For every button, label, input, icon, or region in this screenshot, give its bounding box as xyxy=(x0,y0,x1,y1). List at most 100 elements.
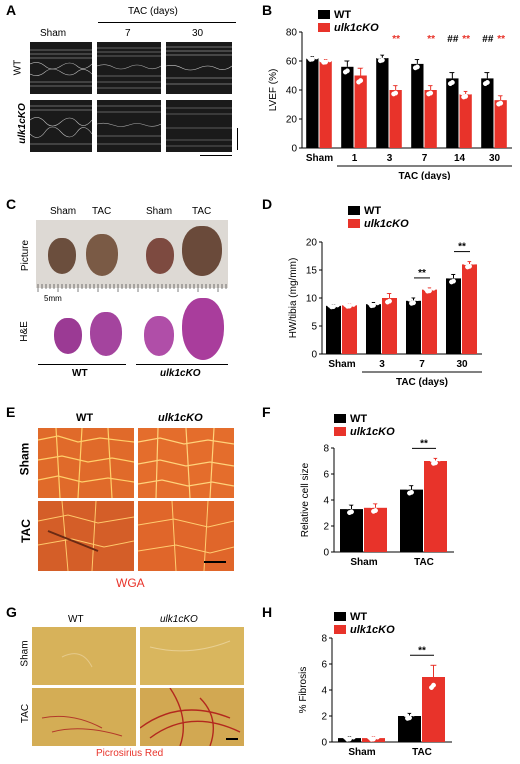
panel-c-col-tac-2: TAC xyxy=(192,206,212,217)
y-axis-label: HW/tibia (mg/mm) xyxy=(288,258,299,339)
bar-ulk1cko xyxy=(364,507,387,552)
data-point xyxy=(427,667,432,673)
data-point xyxy=(403,711,408,717)
echo-wt-tac7 xyxy=(97,42,161,94)
wga-wt-tac xyxy=(38,501,134,571)
wga-ko-sham xyxy=(138,428,234,498)
bar-ulk1cko xyxy=(354,75,367,148)
legend-swatch-wt xyxy=(334,612,346,621)
data-point xyxy=(356,79,362,85)
bar-ulk1cko xyxy=(342,305,357,354)
y-tick-label: 4 xyxy=(323,496,329,507)
data-point xyxy=(413,484,418,489)
y-tick-label: 2 xyxy=(323,522,329,533)
ruler xyxy=(37,284,227,292)
y-tick-label: 2 xyxy=(321,712,327,723)
y-tick-label: 60 xyxy=(286,57,298,68)
panel-g-col-wt: WT xyxy=(68,614,84,625)
panel-a-row-ko: ulk1cKO xyxy=(16,103,28,144)
sig-marker: ** xyxy=(418,268,426,279)
bar-ulk1cko xyxy=(459,94,472,148)
data-point xyxy=(345,504,350,510)
echo-ko-tac30 xyxy=(166,100,232,152)
legend-label-wt: WT xyxy=(350,611,367,623)
panel-letter-d: D xyxy=(262,196,273,212)
x-tick-label: 30 xyxy=(489,153,501,164)
psr-ko-sham xyxy=(140,627,244,685)
psr-wt-sham xyxy=(32,627,136,685)
x-tick-label: Sham xyxy=(306,153,333,164)
psr-ko-tac xyxy=(140,688,244,746)
panel-c-ko-line xyxy=(136,364,228,365)
panel-e-row-tac: TAC xyxy=(18,519,33,543)
y-tick-label: 0 xyxy=(311,350,317,361)
data-point xyxy=(494,95,500,100)
panel-a-col-30: 30 xyxy=(192,28,204,39)
y-tick-label: 40 xyxy=(286,86,298,97)
y-tick-label: 20 xyxy=(306,238,318,249)
data-point xyxy=(465,264,470,270)
panel-g-row-sham: Sham xyxy=(19,640,31,667)
panel-a-col-7: 7 xyxy=(125,28,131,39)
legend-swatch-wt xyxy=(318,10,330,19)
data-point xyxy=(502,94,508,100)
data-point xyxy=(424,84,430,90)
x-tick-label: Sham xyxy=(328,359,355,370)
legend-swatch-ulk1cko xyxy=(348,219,360,228)
x-tick-label: Sham xyxy=(348,747,375,758)
data-point xyxy=(463,260,468,266)
data-point xyxy=(375,734,380,740)
data-point xyxy=(340,60,346,66)
data-point xyxy=(389,84,395,90)
bar-ulk1cko xyxy=(389,90,402,148)
chart-d: 0 5 10 15 20 HW/tibia (mg/mm) Sham 3 7 30 ** ** WTul… xyxy=(288,205,482,388)
data-point xyxy=(410,58,416,64)
panel-e-col-ko: ulk1cKO xyxy=(158,412,203,424)
sig-marker: ** xyxy=(497,34,505,45)
y-axis-label: % Fibrosis xyxy=(298,667,309,714)
bar-ulk1cko xyxy=(424,461,447,552)
bar-wt xyxy=(406,300,421,354)
y-tick-label: 20 xyxy=(286,115,298,126)
data-point xyxy=(383,53,389,59)
heart-wt-sham xyxy=(48,238,76,274)
panel-letter-e: E xyxy=(6,404,16,420)
sig-marker: ## xyxy=(482,34,494,45)
data-point xyxy=(385,299,390,305)
bar-wt xyxy=(446,278,461,354)
panel-g-row-tac: TAC xyxy=(20,703,32,724)
data-point xyxy=(348,59,354,65)
panel-a-tac-line xyxy=(98,22,236,23)
data-point xyxy=(480,72,486,78)
data-point xyxy=(461,94,467,100)
y-tick-label: 0 xyxy=(321,738,327,749)
data-point xyxy=(447,81,453,87)
data-point xyxy=(351,301,356,307)
data-point xyxy=(412,65,418,71)
data-point xyxy=(435,665,440,671)
he-wt-tac xyxy=(90,312,122,356)
panel-c-col-tac-1: TAC xyxy=(92,206,112,217)
data-point xyxy=(397,84,403,89)
data-point xyxy=(429,685,434,690)
echo-ko-sham xyxy=(30,100,92,152)
panel-c-group-ko: ulk1cKO xyxy=(160,368,201,379)
y-tick-label: 6 xyxy=(321,660,327,671)
bar-wt xyxy=(341,66,354,148)
x-tick-label: TAC xyxy=(414,557,434,568)
panel-a-row-wt: WT xyxy=(12,59,24,76)
data-point xyxy=(488,71,494,77)
wga-wt-sham xyxy=(38,428,134,498)
bar-wt xyxy=(326,305,341,354)
sig-marker: ** xyxy=(458,242,466,253)
panel-letter-b: B xyxy=(262,2,273,18)
panel-e-scale-bar xyxy=(204,561,226,563)
panel-letter-h: H xyxy=(262,604,273,620)
data-point xyxy=(437,456,442,462)
data-point xyxy=(377,502,382,508)
bar-wt xyxy=(411,63,424,148)
y-tick-label: 4 xyxy=(321,686,327,697)
x-tick-label: 7 xyxy=(419,359,425,370)
sig-marker: ** xyxy=(418,645,426,656)
